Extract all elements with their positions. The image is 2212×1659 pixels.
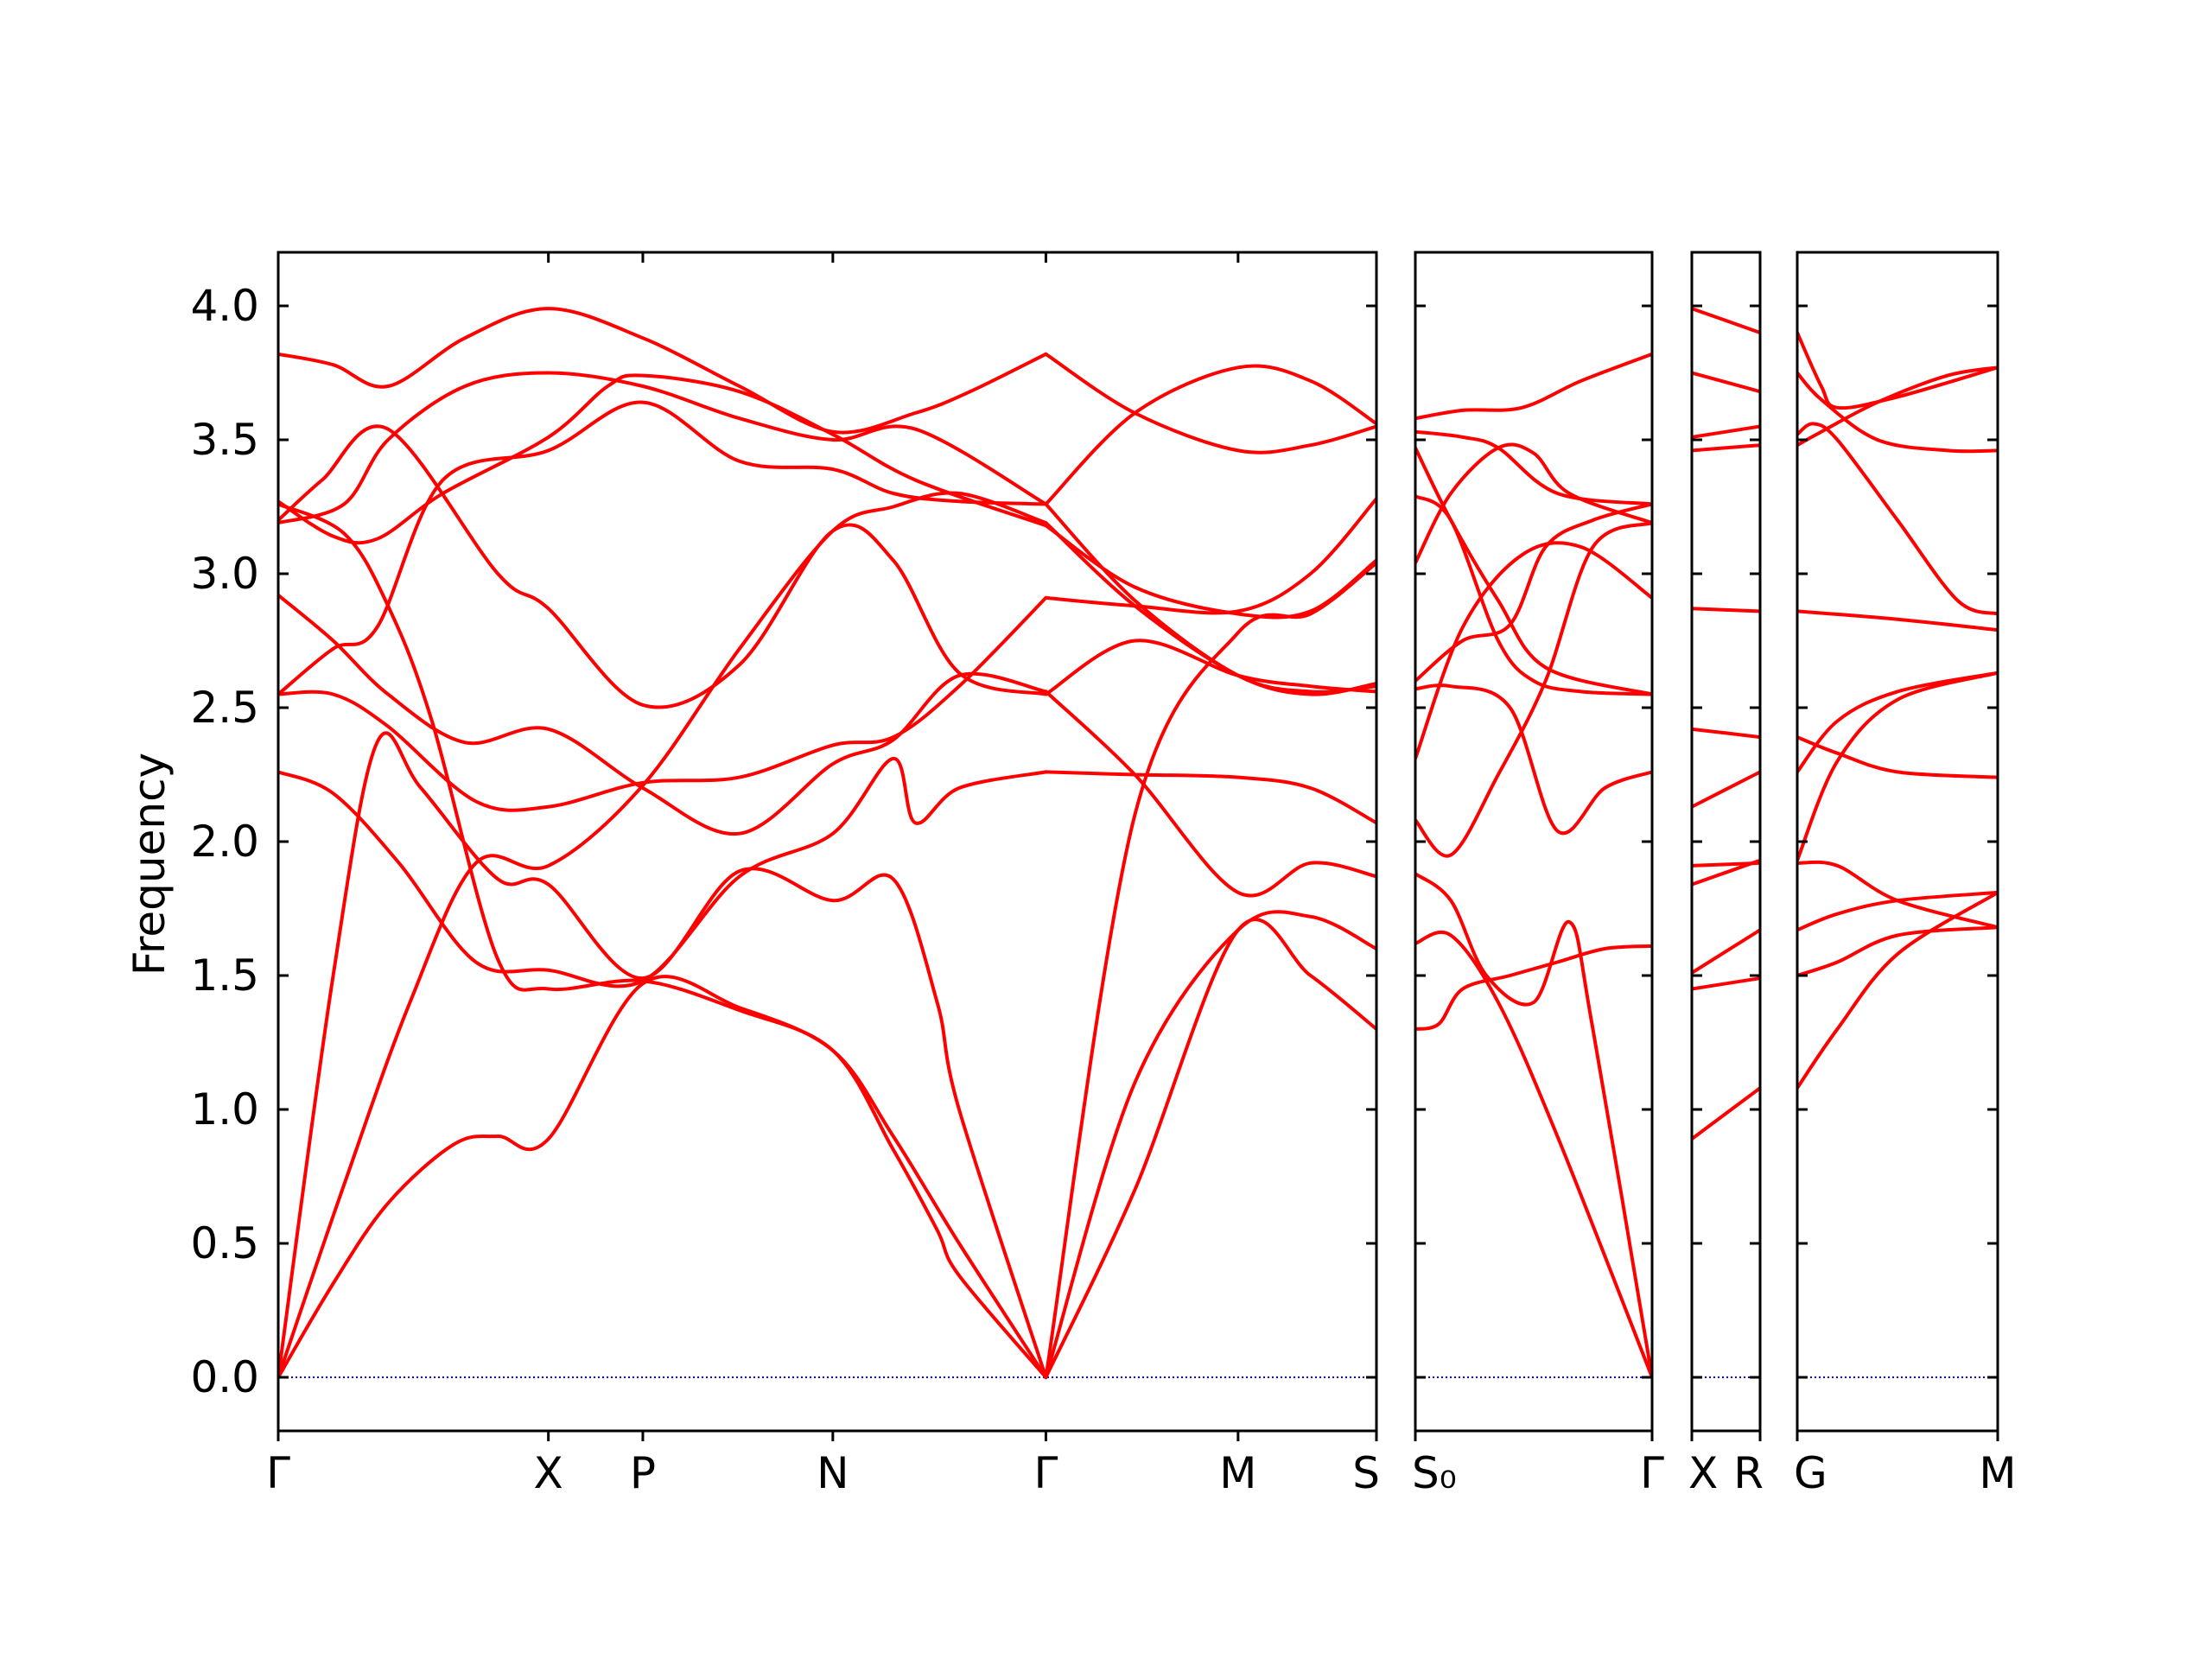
- x-tick-label: X: [1688, 1448, 1718, 1498]
- band-line-15: [278, 756, 1048, 988]
- y-tick-label: 0.5: [190, 1218, 259, 1268]
- y-tick-label: 3.0: [190, 549, 259, 599]
- panel-frame: [276, 251, 1378, 1433]
- panel-frame: [1690, 251, 1762, 1433]
- band-line-4: [1044, 364, 1376, 506]
- x-tick-label: S: [1352, 1448, 1380, 1498]
- band-line-24: [1044, 918, 1376, 1379]
- band-line-9: [1415, 541, 1652, 760]
- y-tick-label: 3.5: [190, 415, 259, 465]
- band-line-1: [1692, 307, 1760, 334]
- band-line-12: [1044, 690, 1376, 898]
- band-line-5: [278, 373, 1048, 545]
- band-line-11: [1797, 925, 1998, 977]
- y-tick-label: 2.5: [190, 683, 259, 733]
- band-line-1: [278, 307, 1048, 435]
- band-line-12: [1692, 1086, 1760, 1141]
- band-line-4: [1415, 494, 1652, 696]
- y-axis-label: Frequency: [124, 753, 175, 976]
- y-tick-label: 1.5: [190, 950, 259, 1001]
- band-line-9: [278, 400, 1048, 696]
- band-line-1: [1797, 331, 1998, 410]
- band-line-2: [1692, 371, 1760, 394]
- band-line-1: [1415, 352, 1652, 421]
- band-line-7: [1692, 770, 1760, 809]
- y-tick-label: 4.0: [190, 281, 259, 331]
- band-line-9: [1797, 860, 1998, 930]
- band-line-19: [278, 731, 1048, 1379]
- x-tick-label: M: [1219, 1448, 1256, 1498]
- band-line-4: [1692, 443, 1760, 453]
- band-line-8: [1415, 521, 1652, 858]
- x-tick-label: Γ: [1033, 1448, 1058, 1498]
- x-tick-label: N: [817, 1448, 849, 1498]
- y-tick-label: 1.0: [190, 1084, 259, 1135]
- band-line-23: [278, 975, 1048, 1379]
- band-group: [1415, 352, 1652, 1379]
- band-line-18: [1044, 910, 1376, 1379]
- x-tick-label: R: [1733, 1448, 1764, 1498]
- band-line-2: [1044, 352, 1376, 454]
- band-line-11: [1415, 930, 1652, 1379]
- band-line-5: [1797, 609, 1998, 632]
- band-line-2: [1797, 371, 1998, 454]
- band-line-6: [1692, 727, 1760, 740]
- band-line-5: [1692, 607, 1760, 613]
- band-line-12: [1797, 890, 1998, 1090]
- band-line-10: [1797, 890, 1998, 932]
- band-group: [1797, 331, 1998, 1090]
- band-line-3: [1415, 446, 1652, 696]
- band-line-22: [1044, 521, 1376, 696]
- x-tick-label: G: [1794, 1448, 1827, 1498]
- band-line-7: [278, 424, 1048, 709]
- band-line-6: [1415, 502, 1652, 683]
- band-line-3: [1797, 365, 1998, 448]
- band-line-9: [1692, 858, 1760, 887]
- band-line-5: [1415, 442, 1652, 565]
- x-tick-label: X: [534, 1448, 563, 1498]
- band-line-2: [1415, 429, 1652, 506]
- band-line-12: [1415, 944, 1652, 1031]
- y-tick-label: 2.0: [190, 817, 259, 867]
- band-line-20: [1044, 561, 1376, 1379]
- band-line-16: [1044, 770, 1376, 825]
- band-line-10: [1415, 872, 1652, 1379]
- band-line-4: [1797, 422, 1998, 616]
- band-line-14: [1044, 497, 1376, 615]
- band-line-11: [278, 593, 1048, 836]
- band-line-8: [1797, 671, 1998, 862]
- band-line-6: [1797, 671, 1998, 774]
- band-group: [278, 307, 1376, 1379]
- band-line-7: [1797, 735, 1998, 779]
- panel-2: S₀ Γ: [1412, 251, 1664, 1498]
- band-line-7: [1415, 683, 1652, 836]
- band-line-21: [278, 491, 1048, 1379]
- band-line-17: [278, 502, 1048, 1379]
- band-line-8: [1044, 639, 1376, 696]
- x-tick-label: S₀: [1412, 1448, 1457, 1498]
- band-line-3: [1692, 424, 1760, 439]
- y-tick-label: 0.0: [190, 1352, 259, 1402]
- x-tick-label: Γ: [1640, 1448, 1664, 1498]
- band-group: [1692, 307, 1760, 1141]
- x-tick-label: P: [630, 1448, 656, 1498]
- band-line-10: [1692, 928, 1760, 975]
- x-tick-label: M: [1979, 1448, 2016, 1498]
- panel-frame: [1414, 251, 1654, 1433]
- x-tick-label: Γ: [266, 1448, 290, 1498]
- band-line-3: [278, 371, 1048, 525]
- band-line-11: [1692, 976, 1760, 991]
- panel-frame: [1796, 251, 1999, 1433]
